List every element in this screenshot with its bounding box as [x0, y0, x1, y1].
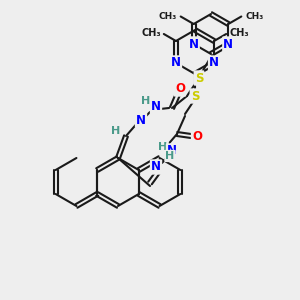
Text: CH₃: CH₃: [229, 28, 249, 38]
Text: CH₃: CH₃: [158, 12, 177, 21]
Text: S: S: [191, 89, 199, 103]
Text: N: N: [151, 160, 161, 173]
Text: H: H: [165, 151, 175, 161]
Text: H: H: [141, 96, 151, 106]
Text: CH₃: CH₃: [141, 28, 161, 38]
Text: N: N: [209, 56, 219, 70]
Text: O: O: [175, 82, 185, 95]
Text: N: N: [151, 100, 161, 113]
Text: N: N: [136, 113, 146, 127]
Text: N: N: [223, 38, 233, 50]
Text: CH₃: CH₃: [245, 12, 264, 21]
Text: S: S: [195, 71, 203, 85]
Text: N: N: [167, 145, 177, 158]
Text: H: H: [158, 142, 168, 152]
Text: N: N: [171, 56, 181, 70]
Text: N: N: [189, 38, 199, 50]
Text: H: H: [111, 126, 121, 136]
Text: O: O: [192, 130, 202, 142]
